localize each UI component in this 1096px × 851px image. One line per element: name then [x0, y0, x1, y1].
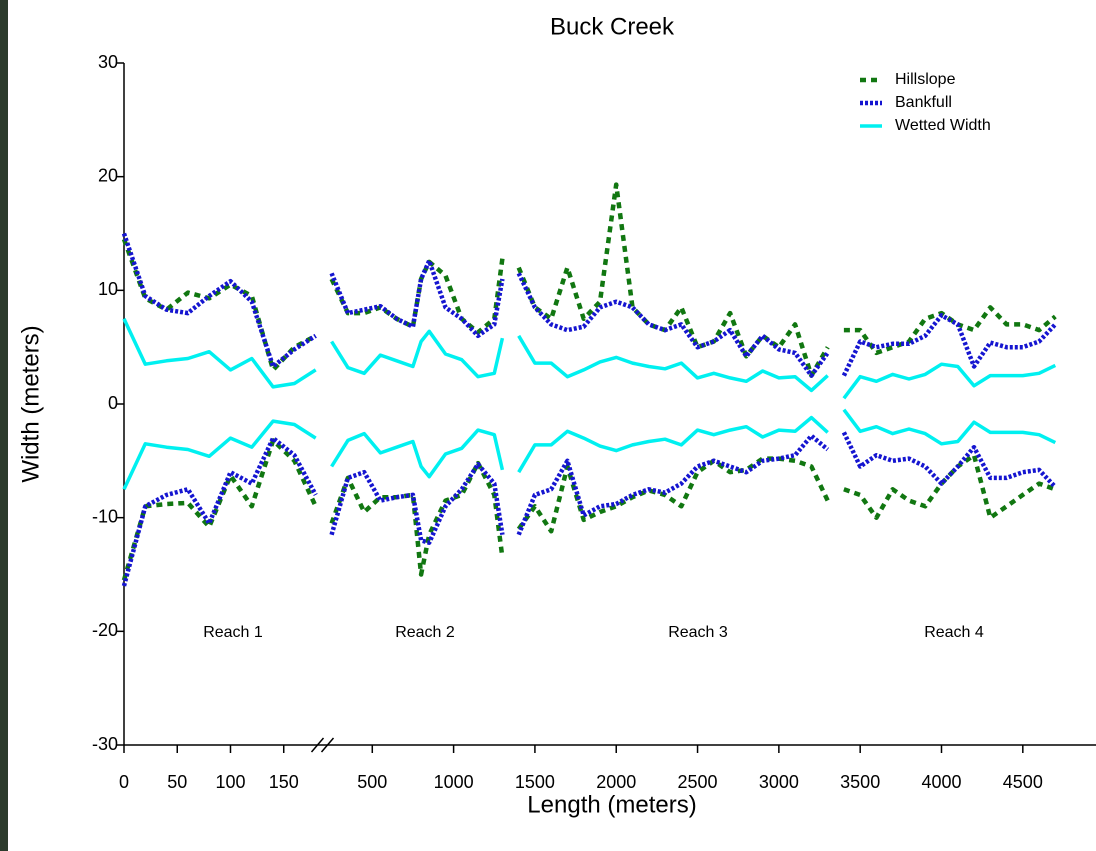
y-tick-label: -10 [92, 506, 118, 526]
y-tick-label: 10 [98, 279, 118, 299]
legend-label: Wetted Width [895, 117, 991, 134]
y-axis-label: Width (meters) [17, 325, 44, 482]
x-tick-label: 1500 [515, 772, 555, 792]
y-tick-label: -30 [92, 734, 118, 754]
x-tick-label: 2500 [678, 772, 718, 792]
x-tick-label: 3500 [840, 772, 880, 792]
y-tick-label: 0 [108, 393, 118, 413]
series-line [121, 182, 1057, 378]
y-tick-label: 30 [98, 52, 118, 72]
x-tick-label: 150 [269, 772, 299, 792]
x-tick-label: 3000 [759, 772, 799, 792]
legend-label: Bankfull [895, 94, 952, 111]
x-tick-label: 1000 [434, 772, 474, 792]
series-line [121, 431, 1057, 587]
left-edge [0, 0, 8, 851]
x-tick-label: 4000 [921, 772, 961, 792]
x-tick-label: 100 [215, 772, 245, 792]
axis-break [310, 737, 325, 753]
x-tick-label: 0 [119, 772, 129, 792]
series-line [122, 318, 1057, 400]
axis-break [320, 737, 335, 753]
x-tick-label: 2000 [596, 772, 636, 792]
x-tick-label: 50 [167, 772, 187, 792]
legend-label: Hillslope [895, 71, 956, 88]
annotation: Reach 1 [203, 624, 263, 641]
series-line [121, 232, 1057, 378]
annotation: Reach 4 [924, 624, 984, 641]
y-tick-label: 20 [98, 165, 118, 185]
annotation: Reach 3 [668, 624, 728, 641]
x-axis-label: Length (meters) [527, 791, 696, 818]
x-tick-label: 500 [357, 772, 387, 792]
chart-title: Buck Creek [550, 13, 675, 40]
x-tick-label: 4500 [1003, 772, 1043, 792]
annotation: Reach 2 [395, 624, 455, 641]
series-line [122, 408, 1057, 491]
series-line [121, 438, 1057, 581]
y-tick-label: -20 [92, 620, 118, 640]
